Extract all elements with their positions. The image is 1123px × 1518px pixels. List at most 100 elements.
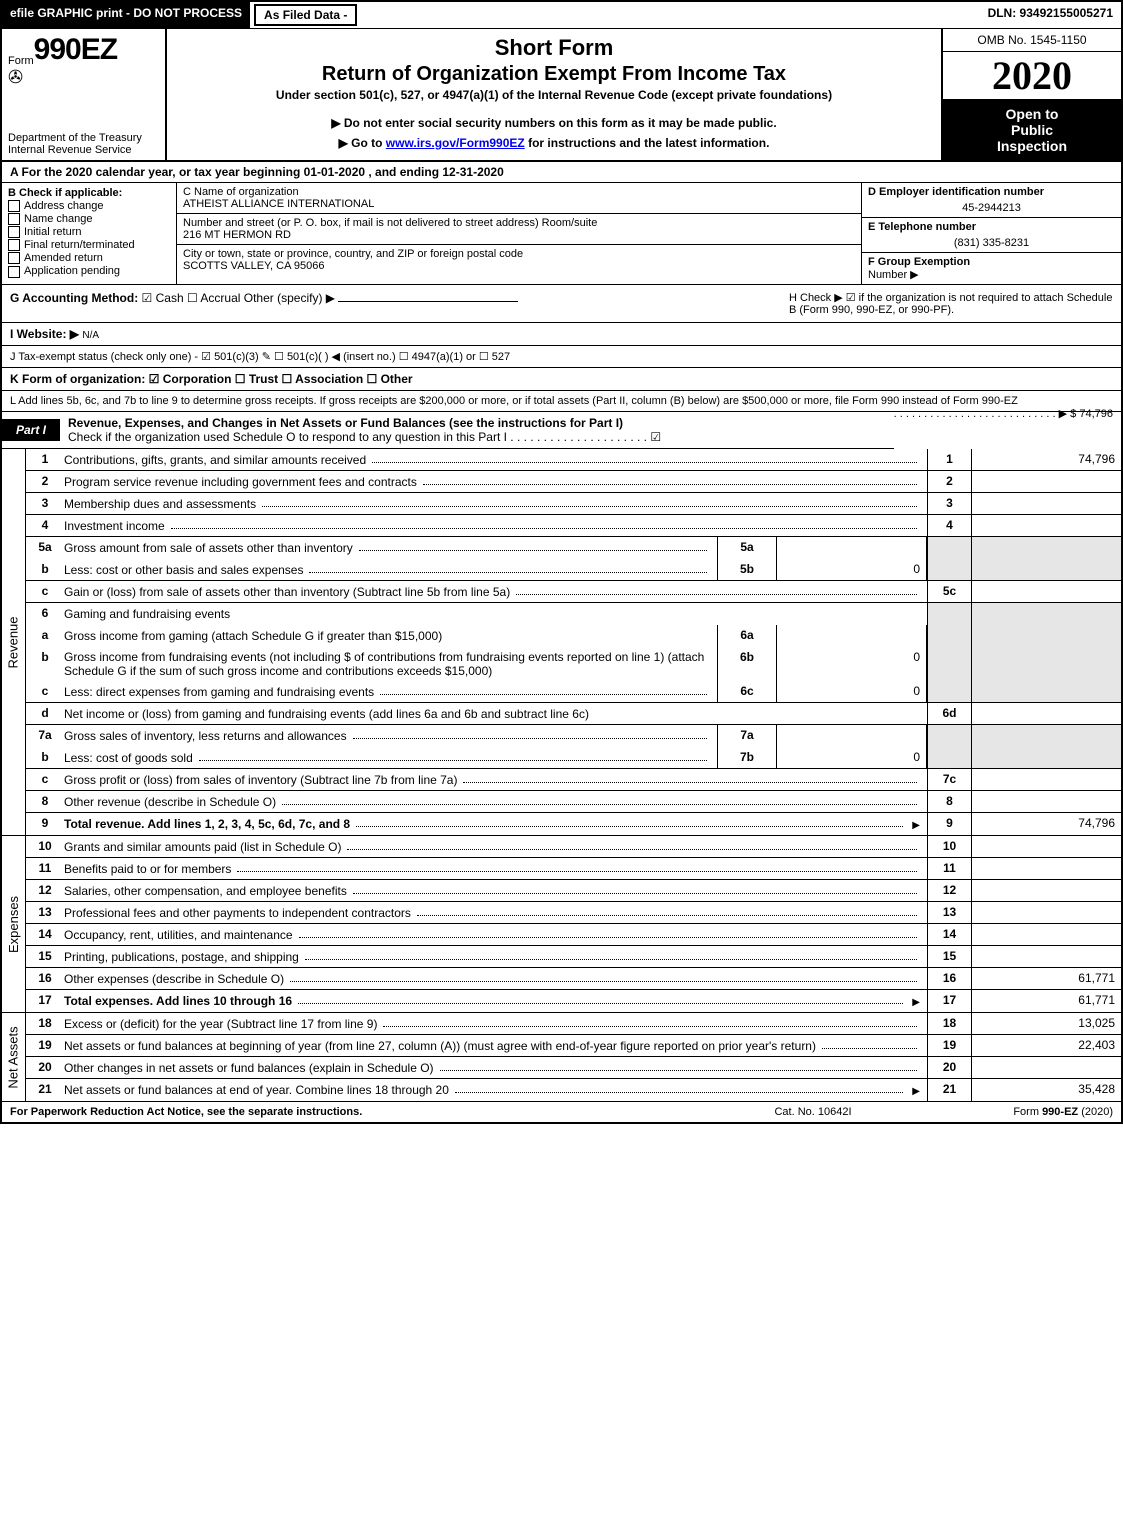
part1-dots: . . . . . . . . . . . . . . . . . . . . … — [510, 430, 650, 444]
row-a: A For the 2020 calendar year, or tax yea… — [2, 162, 1121, 183]
c-addr-lbl: Number and street (or P. O. box, if mail… — [183, 217, 855, 229]
line-13: 13 Professional fees and other payments … — [26, 902, 1121, 924]
line-2: 2 Program service revenue including gove… — [26, 471, 1121, 493]
line-8: 8 Other revenue (describe in Schedule O)… — [26, 791, 1121, 813]
c-city-val: SCOTTS VALLEY, CA 95066 — [183, 260, 855, 272]
line-11: 11 Benefits paid to or for members 11 — [26, 858, 1121, 880]
col-c: C Name of organization ATHEIST ALLIANCE … — [177, 183, 861, 284]
omb-number: OMB No. 1545-1150 — [943, 29, 1121, 52]
chk-name[interactable]: Name change — [8, 213, 170, 225]
line-17: 17 Total expenses. Add lines 10 through … — [26, 990, 1121, 1012]
col-b: B Check if applicable: Address change Na… — [2, 183, 177, 284]
goto-pre: ▶ Go to — [339, 136, 386, 150]
l1-rnum: 1 — [927, 449, 971, 470]
l1-rval: 74,796 — [971, 449, 1121, 470]
revenue-rotate: Revenue — [6, 616, 21, 668]
f-group: F Group Exemption Number ▶ — [862, 253, 1121, 284]
c-addr-val: 216 MT HERMON RD — [183, 229, 855, 241]
c-city-lbl: City or town, state or province, country… — [183, 248, 855, 260]
c-name: C Name of organization ATHEIST ALLIANCE … — [177, 183, 861, 214]
g-left: G Accounting Method: ☑ Cash ☐ Accrual Ot… — [2, 285, 781, 322]
ssn-note: ▶ Do not enter social security numbers o… — [177, 116, 931, 130]
l-text: L Add lines 5b, 6c, and 7b to line 9 to … — [10, 395, 1018, 407]
as-filed-box: As Filed Data - — [254, 4, 357, 26]
footer-mid: Cat. No. 10642I — [713, 1106, 913, 1118]
chk-final[interactable]: Final return/terminated — [8, 239, 170, 251]
form-prefix: Form — [8, 55, 34, 67]
netassets-sidelabel: Net Assets — [2, 1013, 26, 1101]
dln-number: DLN: 93492155005271 — [980, 2, 1121, 28]
e-lbl: E Telephone number — [868, 221, 1115, 233]
open-line3: Inspection — [947, 138, 1117, 154]
line-6c: c Less: direct expenses from gaming and … — [26, 681, 1121, 703]
col-d: D Employer identification number 45-2944… — [861, 183, 1121, 284]
header-center: Short Form Return of Organization Exempt… — [167, 29, 941, 160]
tax-year: 2020 — [943, 52, 1121, 100]
chk-amended[interactable]: Amended return — [8, 252, 170, 264]
f-lbl: F Group Exemption — [868, 256, 970, 268]
open-line1: Open to — [947, 106, 1117, 122]
row-k: K Form of organization: ☑ Corporation ☐ … — [2, 368, 1121, 391]
line-1: 1 Contributions, gifts, grants, and simi… — [26, 449, 1121, 471]
short-form-title: Short Form — [177, 35, 931, 61]
line-6: 6 Gaming and fundraising events — [26, 603, 1121, 625]
form-header: Form 990EZ ✇ Department of the Treasury … — [2, 29, 1121, 162]
line-5a: 5a Gross amount from sale of assets othe… — [26, 537, 1121, 559]
line-18: 18 Excess or (deficit) for the year (Sub… — [26, 1013, 1121, 1035]
expenses-sidelabel: Expenses — [2, 836, 26, 1012]
c-name-val: ATHEIST ALLIANCE INTERNATIONAL — [183, 198, 855, 210]
topbar: efile GRAPHIC print - DO NOT PROCESS As … — [2, 2, 1121, 29]
part1-title-text: Revenue, Expenses, and Changes in Net As… — [68, 416, 623, 430]
form-title: Return of Organization Exempt From Incom… — [177, 63, 931, 86]
arrow-icon — [909, 994, 923, 1008]
b-label: B Check if applicable: — [8, 187, 170, 199]
chk-initial[interactable]: Initial return — [8, 226, 170, 238]
dept-treasury: Department of the Treasury Internal Reve… — [2, 132, 165, 160]
line-7a: 7a Gross sales of inventory, less return… — [26, 725, 1121, 747]
line-7b: b Less: cost of goods sold 7b 0 — [26, 747, 1121, 769]
part1-header: Part I Revenue, Expenses, and Changes in… — [2, 412, 894, 449]
c-name-lbl: C Name of organization — [183, 186, 855, 198]
efile-banner: efile GRAPHIC print - DO NOT PROCESS — [2, 2, 250, 28]
irs-seal-icon: ✇ — [2, 67, 165, 88]
l-amt: ▶ $ 74,796 — [1059, 408, 1113, 420]
g-blank[interactable] — [338, 301, 518, 302]
g-opts: ☑ Cash ☐ Accrual Other (specify) ▶ — [142, 291, 335, 305]
line-7c: c Gross profit or (loss) from sales of i… — [26, 769, 1121, 791]
footer-left: For Paperwork Reduction Act Notice, see … — [10, 1106, 713, 1118]
line-10: 10 Grants and similar amounts paid (list… — [26, 836, 1121, 858]
d-lbl: D Employer identification number — [868, 186, 1115, 198]
g-lbl: G Accounting Method: — [10, 291, 138, 305]
chk-address[interactable]: Address change — [8, 200, 170, 212]
i-val: N/A — [82, 330, 99, 341]
chk-pending[interactable]: Application pending — [8, 265, 170, 277]
line-12: 12 Salaries, other compensation, and emp… — [26, 880, 1121, 902]
line-16: 16 Other expenses (describe in Schedule … — [26, 968, 1121, 990]
goto-link[interactable]: www.irs.gov/Form990EZ — [386, 136, 525, 150]
line-20: 20 Other changes in net assets or fund b… — [26, 1057, 1121, 1079]
header-left: Form 990EZ ✇ Department of the Treasury … — [2, 29, 167, 160]
l-dots: . . . . . . . . . . . . . . . . . . . . … — [894, 407, 1113, 420]
expenses-rotate: Expenses — [6, 895, 21, 952]
line-6b: b Gross income from fundraising events (… — [26, 647, 1121, 681]
part1-check: ☑ — [650, 430, 661, 444]
netassets-rotate: Net Assets — [6, 1026, 21, 1088]
row-i: I Website: ▶ N/A — [2, 323, 1121, 346]
line-9: 9 Total revenue. Add lines 1, 2, 3, 4, 5… — [26, 813, 1121, 835]
line-14: 14 Occupancy, rent, utilities, and maint… — [26, 924, 1121, 946]
meta-block: B Check if applicable: Address change Na… — [2, 183, 1121, 285]
expenses-body: 10 Grants and similar amounts paid (list… — [26, 836, 1121, 1012]
part1-tab: Part I — [2, 419, 60, 441]
footer: For Paperwork Reduction Act Notice, see … — [2, 1101, 1121, 1122]
expenses-section: Expenses 10 Grants and similar amounts p… — [2, 836, 1121, 1013]
arrow-icon — [909, 817, 923, 831]
line-5b: b Less: cost or other basis and sales ex… — [26, 559, 1121, 581]
open-line2: Public — [947, 122, 1117, 138]
revenue-sidelabel: Revenue — [2, 449, 26, 835]
goto-line: ▶ Go to www.irs.gov/Form990EZ for instru… — [177, 136, 931, 150]
row-g: G Accounting Method: ☑ Cash ☐ Accrual Ot… — [2, 285, 1121, 323]
goto-post: for instructions and the latest informat… — [525, 136, 770, 150]
line-3: 3 Membership dues and assessments 3 — [26, 493, 1121, 515]
h-right: H Check ▶ ☑ if the organization is not r… — [781, 285, 1121, 322]
d-ein: D Employer identification number 45-2944… — [862, 183, 1121, 218]
